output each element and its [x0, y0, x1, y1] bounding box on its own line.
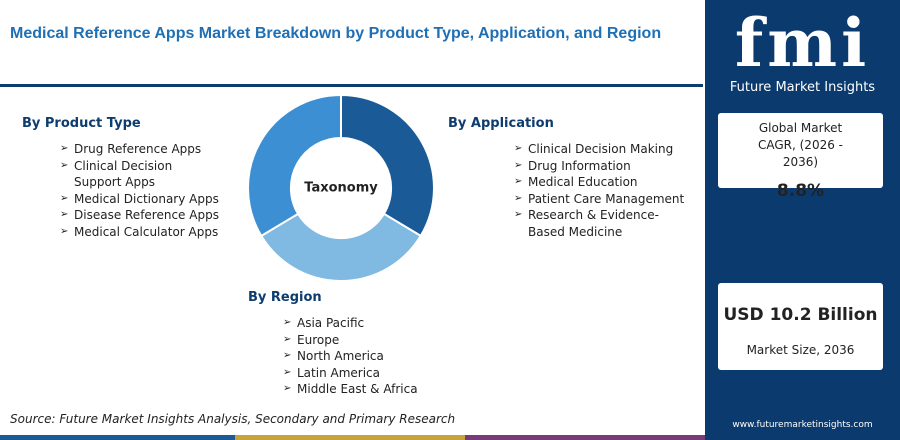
list-item: Drug Information: [514, 158, 688, 175]
group: By Product Type Drug Reference Apps Clin…: [22, 116, 222, 240]
list-item: Medical Calculator Apps: [60, 224, 222, 241]
side-panel: fmi Future Market Insights Global Market…: [705, 0, 900, 440]
stripe: [235, 435, 465, 440]
list-item: Disease Reference Apps: [60, 207, 222, 224]
list-item: Middle East & Africa: [283, 381, 468, 398]
title-rule: [0, 84, 703, 87]
group-list: Asia Pacific Europe North America Latin …: [248, 315, 468, 398]
list-item: Clinical Decision Support Apps: [60, 158, 219, 191]
donut-segment: [259, 212, 423, 282]
donut: Taxonomy: [247, 93, 435, 282]
stat-label: Global Market CAGR, (2026 - 2036): [757, 121, 843, 169]
group-heading: By Application: [448, 116, 554, 131]
stat-box: USD 10.2 Billion Market Size, 2036: [718, 283, 883, 370]
title: Medical Reference Apps Market Breakdown …: [10, 25, 662, 42]
url: www.futuremarketinsights.com: [732, 420, 873, 430]
list-item: Asia Pacific: [283, 315, 468, 332]
donut-segment: [340, 93, 435, 238]
group: By Region Asia Pacific Europe North Amer…: [248, 290, 468, 398]
group-list: Drug Reference Apps Clinical Decision Su…: [22, 141, 222, 240]
stat-value: USD 10.2 Billion: [723, 305, 878, 325]
brand-name: Future Market Insights: [729, 80, 876, 95]
stat-box: Global Market CAGR, (2026 - 2036) 8.8%: [718, 113, 883, 201]
source: Source: Future Market Insights Analysis,…: [10, 412, 456, 426]
group-heading: By Product Type: [22, 116, 141, 131]
list-item: Medical Education: [514, 174, 688, 191]
list-item: Clinical Decision Making: [514, 141, 688, 158]
stat-label: Market Size, 2036: [746, 343, 855, 357]
center-label: Taxonomy: [304, 181, 378, 196]
list-item: Europe: [283, 332, 468, 349]
list-item: North America: [283, 348, 468, 365]
group: By Application Clinical Decision Making …: [448, 116, 688, 240]
list-item: Medical Dictionary Apps: [60, 191, 222, 208]
list-item: Patient Care Management: [514, 191, 688, 208]
group-list: Clinical Decision Making Drug Informatio…: [448, 141, 688, 240]
donut-segment: [247, 93, 342, 238]
stripe: [465, 435, 705, 440]
logo: fmi: [734, 4, 871, 82]
list-item: Latin America: [283, 365, 468, 382]
group-heading: By Region: [248, 290, 322, 305]
list-item: Drug Reference Apps: [60, 141, 222, 158]
stat-value: 8.8%: [776, 181, 825, 201]
stripe: [0, 435, 235, 440]
list-item: Research & Evidence-Based Medicine: [514, 207, 668, 240]
